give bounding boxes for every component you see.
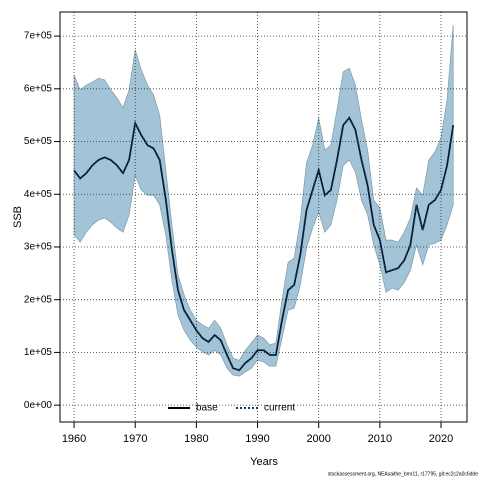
x-axis-label: Years [250, 456, 278, 468]
y-axis-label: SSB [12, 206, 24, 228]
legend-label: base [196, 403, 218, 414]
y-tick-label: 6e+05 [24, 83, 53, 94]
confidence-band [73, 24, 454, 377]
y-tick-label: 1e+05 [24, 347, 53, 358]
y-tick-label: 5e+05 [24, 136, 53, 147]
footnote: stockassessment.org, NEAsaithe_bmr11, r1… [328, 471, 478, 477]
x-tick-label: 1970 [123, 433, 147, 445]
x-tick-label: 2010 [368, 433, 392, 445]
y-tick-label: 7e+05 [24, 31, 53, 42]
x-tick-label: 1960 [62, 433, 86, 445]
y-tick-label: 4e+05 [24, 189, 53, 200]
x-tick-label: 1980 [184, 433, 208, 445]
y-tick-label: 3e+05 [24, 242, 53, 253]
y-tick-label: 2e+05 [24, 294, 53, 305]
x-tick-label: 1990 [245, 433, 269, 445]
legend-label: current [264, 403, 295, 414]
x-tick-label: 2000 [306, 433, 330, 445]
x-tick-label: 2020 [429, 433, 453, 445]
plot-frame [59, 11, 468, 423]
y-tick-label: 0e+00 [24, 400, 53, 411]
series-line [73, 115, 455, 372]
